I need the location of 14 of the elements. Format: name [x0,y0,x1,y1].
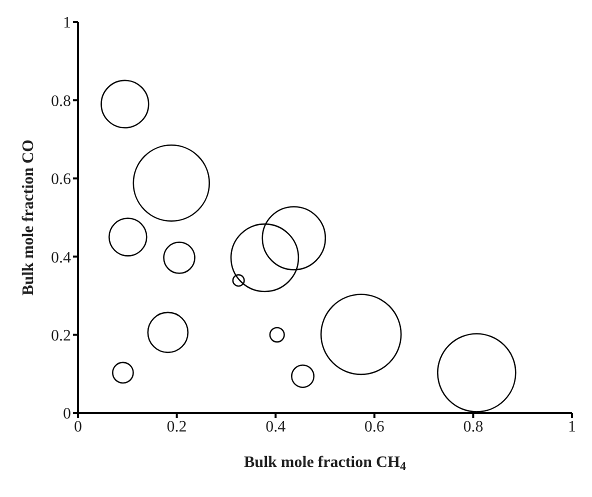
x-tick-label: 0 [74,418,82,436]
y-tick-label: 0 [63,406,71,423]
x-tick-label: 0.8 [463,418,484,436]
y-axis-title: Bulk mole fraction CO [20,140,36,296]
x-tick-label: 1 [568,418,576,436]
y-tick-label: 0.2 [51,327,71,344]
x-tick-label: 0.2 [166,418,187,436]
y-tick-label: 0.8 [51,92,71,110]
y-tick-label: 1 [63,14,71,32]
y-tick-label: 0.6 [51,171,71,188]
y-tick-label: 0.4 [51,249,71,266]
x-tick-label: 0.6 [364,418,384,436]
x-axis-title: Bulk mole fraction CH$_{4}$ [244,454,406,473]
x-tick-label: 0.4 [266,418,286,436]
